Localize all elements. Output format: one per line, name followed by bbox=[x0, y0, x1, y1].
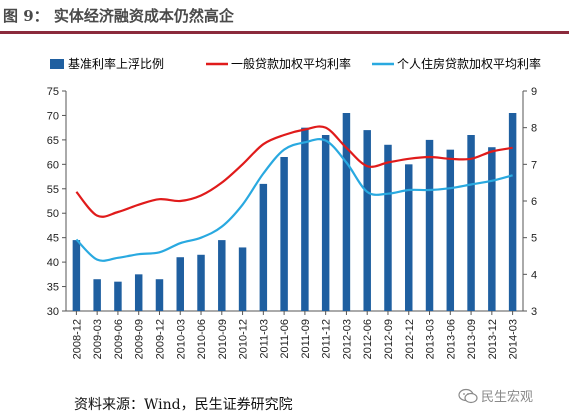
bar bbox=[446, 149, 455, 311]
x-tick-label: 2012-12 bbox=[404, 319, 416, 359]
x-tick-label: 2013-09 bbox=[466, 319, 478, 359]
bar bbox=[197, 254, 205, 311]
legend-label-line2: 个人住房贷款加权平均利率 bbox=[397, 56, 541, 71]
x-tick-label: 2013-12 bbox=[487, 319, 499, 359]
y-left-tick-label: 35 bbox=[47, 282, 59, 294]
y-left-tick-label: 50 bbox=[47, 208, 59, 220]
bar bbox=[467, 135, 475, 311]
bar bbox=[218, 240, 226, 311]
watermark: 民生宏观 bbox=[458, 386, 533, 405]
legend-label-line1: 一般贷款加权平均利率 bbox=[231, 56, 351, 71]
x-tick-label: 2010-09 bbox=[217, 319, 229, 359]
y-right-tick-label: 7 bbox=[531, 159, 537, 171]
bar bbox=[301, 127, 309, 312]
y-left-tick-label: 65 bbox=[47, 135, 59, 147]
x-tick-label: 2010-12 bbox=[238, 319, 250, 359]
x-tick-label: 2008-12 bbox=[71, 319, 83, 359]
bar bbox=[93, 279, 101, 311]
bar bbox=[155, 279, 164, 311]
bar bbox=[342, 113, 351, 311]
y-left-tick-label: 40 bbox=[47, 257, 59, 269]
x-tick-label: 2011-03 bbox=[258, 319, 270, 359]
bar bbox=[508, 113, 517, 311]
x-tick-label: 2009-09 bbox=[134, 319, 146, 359]
bar bbox=[176, 257, 184, 311]
bar bbox=[259, 183, 268, 311]
legend-label-bar: 基准利率上浮比例 bbox=[68, 56, 164, 71]
y-right-tick-label: 9 bbox=[531, 86, 537, 98]
bar bbox=[488, 147, 496, 311]
x-tick-label: 2014-03 bbox=[508, 319, 520, 359]
x-tick-label: 2012-03 bbox=[341, 319, 353, 359]
y-left-tick-label: 70 bbox=[47, 110, 59, 122]
series-line-general-loan-rate bbox=[75, 125, 513, 218]
y-left-tick-label: 60 bbox=[47, 159, 59, 171]
source-note: 资料来源：Wind，民生证券研究院 bbox=[74, 397, 293, 413]
watermark-text: 民生宏观 bbox=[481, 390, 534, 405]
x-tick-label: 2011-09 bbox=[300, 319, 312, 359]
y-right-tick-label: 6 bbox=[531, 196, 537, 208]
x-tick-label: 2012-06 bbox=[362, 319, 374, 359]
bar bbox=[425, 139, 434, 311]
figure-title-bar: 图 9： 实体经济融资成本仍然高企 bbox=[0, 0, 569, 34]
y-left-tick-label: 55 bbox=[47, 184, 59, 196]
bar bbox=[405, 164, 413, 311]
x-tick-label: 2010-03 bbox=[175, 319, 187, 359]
x-tick-label: 2009-06 bbox=[113, 319, 125, 359]
y-right-tick-label: 8 bbox=[531, 123, 537, 135]
y-left-tick-label: 45 bbox=[47, 233, 59, 245]
bar bbox=[114, 281, 122, 311]
legend-swatch-bar bbox=[50, 59, 64, 69]
x-tick-label: 2011-06 bbox=[279, 319, 291, 359]
x-tick-label: 2013-03 bbox=[425, 319, 437, 359]
y-right-tick-label: 4 bbox=[531, 269, 537, 281]
series-line-mortgage-rate bbox=[75, 138, 513, 262]
y-left-tick-label: 30 bbox=[47, 306, 59, 318]
x-tick-label: 2011-12 bbox=[321, 319, 333, 359]
bar bbox=[384, 144, 392, 311]
bar bbox=[280, 157, 288, 311]
bar bbox=[134, 274, 143, 311]
x-tick-label: 2009-03 bbox=[92, 319, 104, 359]
bar bbox=[238, 247, 247, 311]
bar bbox=[72, 240, 81, 311]
y-left-tick-label: 75 bbox=[47, 86, 59, 98]
x-tick-label: 2012-09 bbox=[383, 319, 395, 359]
wechat-icon bbox=[458, 388, 478, 403]
x-tick-label: 2010-06 bbox=[196, 319, 208, 359]
y-right-tick-label: 5 bbox=[531, 233, 537, 245]
y-right-tick-label: 3 bbox=[531, 306, 537, 318]
bar bbox=[363, 130, 371, 311]
figure-title: 图 9： 实体经济融资成本仍然高企 bbox=[3, 7, 234, 25]
bar bbox=[321, 135, 330, 311]
x-tick-label: 2009-12 bbox=[154, 319, 166, 359]
title-rule bbox=[0, 31, 569, 34]
x-tick-label: 2013-06 bbox=[445, 319, 457, 359]
